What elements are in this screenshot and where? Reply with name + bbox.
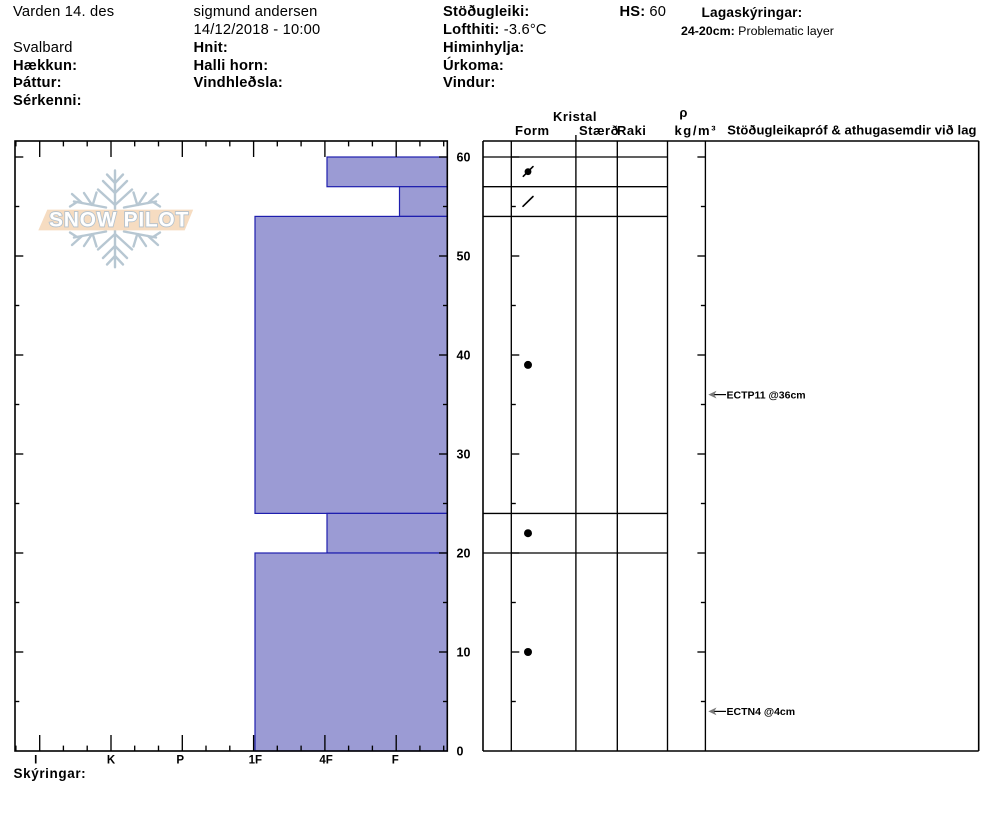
svg-text:60: 60 xyxy=(457,151,471,165)
svg-text:Form: Form xyxy=(515,123,550,138)
svg-text:I: I xyxy=(34,755,37,767)
svg-text:ρ: ρ xyxy=(679,105,687,120)
svg-text:Skýringar:: Skýringar: xyxy=(14,766,87,781)
svg-text:Kristal: Kristal xyxy=(553,109,597,124)
svg-text:Stærð: Stærð xyxy=(579,123,619,138)
svg-text:ECTP11 @36cm: ECTP11 @36cm xyxy=(727,389,806,401)
svg-text:4F: 4F xyxy=(319,755,332,767)
svg-text:20: 20 xyxy=(457,547,471,561)
svg-text:0: 0 xyxy=(457,745,464,759)
svg-text:40: 40 xyxy=(457,349,471,363)
svg-text:K: K xyxy=(107,755,116,767)
svg-text:Raki: Raki xyxy=(617,123,646,138)
svg-text:SNOW PILOT: SNOW PILOT xyxy=(49,209,189,232)
svg-text:50: 50 xyxy=(457,250,471,264)
svg-text:F: F xyxy=(392,755,399,767)
svg-text:kg/m³: kg/m³ xyxy=(674,123,717,138)
svg-text:P: P xyxy=(176,755,184,767)
svg-text:10: 10 xyxy=(457,646,471,660)
svg-text:30: 30 xyxy=(457,448,471,462)
svg-text:ECTN4 @4cm: ECTN4 @4cm xyxy=(727,706,796,718)
svg-text:Stöðugleikapróf & athugasemdir: Stöðugleikapróf & athugasemdir við lag xyxy=(727,123,976,138)
svg-text:1F: 1F xyxy=(249,755,262,767)
